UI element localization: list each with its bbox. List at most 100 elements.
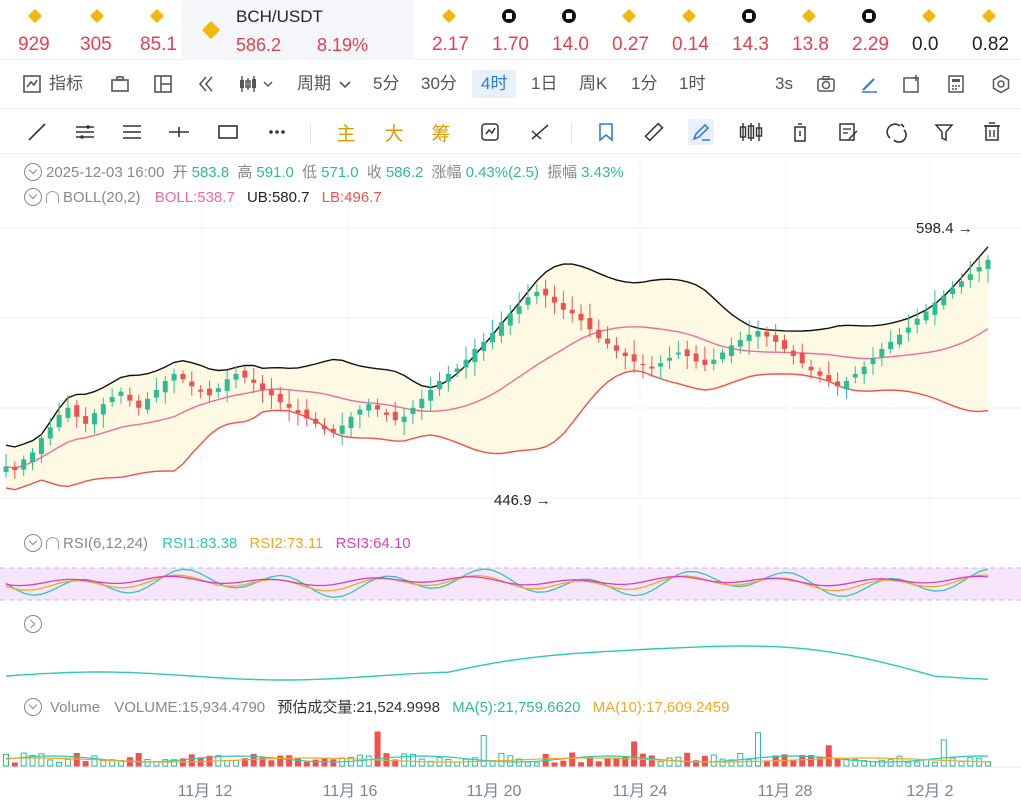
trendline-tool-icon[interactable] [24,119,50,145]
main-force-tool[interactable]: 主 [336,123,356,145]
edit-pencil-icon[interactable] [859,74,879,94]
volume-bar [524,761,531,767]
boll-upper-line [5,246,989,448]
candle-body [861,366,867,375]
period-1min[interactable]: 1分 [631,74,658,93]
high-price-marker: 598.4 → [916,220,973,237]
candles-tool-icon[interactable] [738,119,764,145]
candle-body [835,381,841,387]
ruler-tool-icon[interactable] [641,119,667,145]
rectangle-tool-icon[interactable] [215,119,241,145]
indicators-button[interactable]: 指标 [49,74,83,93]
settings-gear-icon[interactable] [991,74,1011,94]
period-4h[interactable]: 4时 [472,70,517,98]
volume-bar [613,757,620,767]
candle-body [313,418,319,424]
volume-bar [684,752,691,767]
ticker-item[interactable]: 14.3 [714,0,774,60]
period-30m[interactable]: 30分 [421,74,457,93]
candle-body [171,373,177,381]
magnet-tool-icon[interactable] [883,119,909,145]
ticker-item[interactable]: 0.82 [954,0,1016,60]
collapse-chevron-icon[interactable] [24,698,42,716]
layout-icon[interactable] [153,74,173,94]
note-edit-tool-icon[interactable] [835,119,861,145]
filter-tool-icon[interactable] [931,119,957,145]
volume-bar [949,757,956,767]
candle-body [932,302,938,315]
rewind-icon[interactable] [196,74,216,94]
measure-tool-icon[interactable] [527,119,553,145]
ticker-item[interactable]: 13.8 [774,0,834,60]
candle-body [658,363,664,367]
sync-tool-icon[interactable] [477,119,503,145]
candle-body [83,416,89,424]
ticker-item[interactable]: 1.70 [474,0,534,60]
delete-trash-icon[interactable] [979,119,1005,145]
calculator-icon[interactable] [946,74,966,94]
lock-tool-icon[interactable] [787,119,813,145]
candle-body [941,295,947,306]
ticker-item[interactable]: 14.0 [534,0,594,60]
collapse-chevron-icon[interactable] [24,163,42,181]
ticker-item[interactable]: 85.1 [122,0,182,60]
candle-body [560,303,566,310]
period-1w[interactable]: 周K [579,74,608,93]
bell-icon[interactable] [46,191,59,203]
x-axis-tick-label: 11月 16 [323,783,378,800]
ticker-item[interactable]: 2.17 [414,0,474,60]
brush-tool-icon[interactable] [688,119,714,145]
horizontal-line-tool-icon[interactable] [166,119,192,145]
candle-body [782,340,788,349]
indicator-chart-icon[interactable] [22,74,42,94]
ticker-item[interactable]: 0.14 [654,0,714,60]
expand-chevron-icon[interactable] [24,615,42,633]
camera-icon[interactable] [816,74,836,94]
volume-bar [162,759,169,767]
chevron-down-icon[interactable] [338,74,352,94]
candle-type-icon[interactable] [238,74,278,94]
candle-body [958,281,964,287]
ticker-item[interactable]: 0.27 [594,0,654,60]
more-tools-icon[interactable] [264,119,290,145]
candle-body [348,416,354,429]
ticker-item[interactable]: 0.0 [894,0,954,60]
add-window-icon[interactable] [902,74,922,94]
briefcase-icon[interactable] [110,74,130,94]
ticker-price: 14.3 [732,34,769,55]
bell-icon[interactable] [46,537,59,549]
volume-bar [29,754,36,767]
ticker-item[interactable]: 305 [62,0,122,60]
period-1h[interactable]: 1时 [679,74,706,93]
candle-body [91,413,97,425]
bookmark-tool-icon[interactable] [593,119,619,145]
big-order-tool[interactable]: 大 [384,123,404,145]
volume-bar [392,759,399,767]
candle-body [967,274,973,281]
chip-distribution-tool[interactable]: 筹 [431,123,451,145]
candle-body [516,306,522,314]
period-5m[interactable]: 5分 [373,74,400,93]
candle-body [366,404,372,411]
parallel-lines-tool-icon[interactable] [72,119,98,145]
candle-body [596,329,602,339]
period-1d[interactable]: 1日 [531,74,558,93]
volume-bar [277,755,284,767]
volume-bar [294,757,301,767]
candle-body [702,359,708,365]
channel-tool-icon[interactable] [119,119,145,145]
candle-body [737,340,743,347]
collapse-chevron-icon[interactable] [24,188,42,206]
ticker-active-pair[interactable]: BCH/USDT 8.19% 586.2 [182,0,414,60]
volume-bar [135,753,142,767]
ticker-item[interactable]: 929 [0,0,62,60]
volume-bar [533,762,540,767]
volume-bar [657,761,664,767]
period-dropdown[interactable]: 周期 [297,74,331,93]
candle-body [65,407,71,418]
ticker-item[interactable]: 2.29 [834,0,894,60]
refresh-interval-button[interactable]: 3s [775,74,793,93]
volume-bar [604,757,611,767]
collapse-chevron-icon[interactable] [24,534,42,552]
